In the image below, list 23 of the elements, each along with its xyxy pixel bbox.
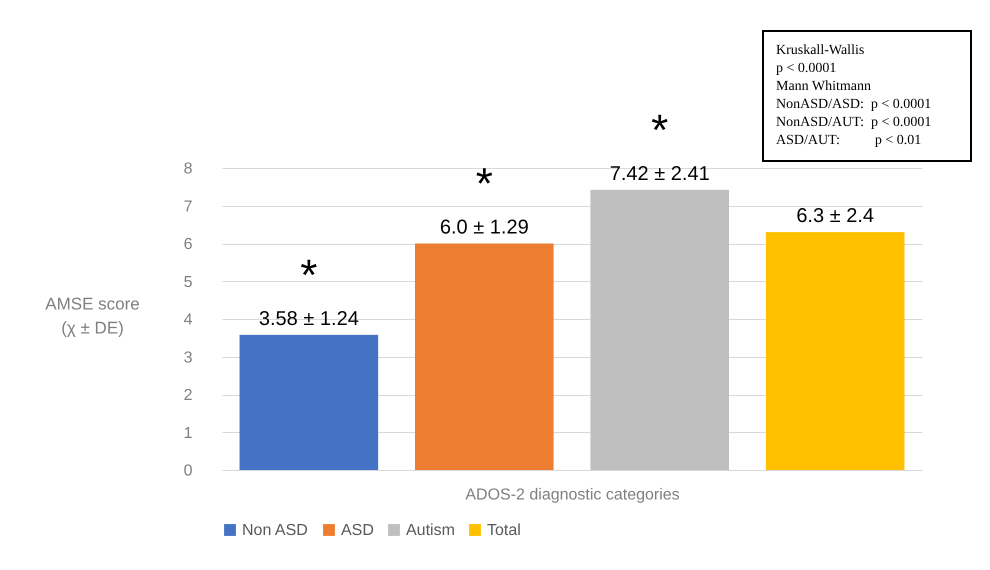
y-tick-label: 0	[184, 462, 193, 480]
annotation: *	[300, 250, 318, 300]
data-label: 6.0 ± 1.29	[440, 216, 529, 238]
data-label: 7.42 ± 2.41	[610, 162, 710, 185]
legend-label: Non ASD	[242, 522, 308, 539]
y-tick-label: 6	[184, 236, 193, 253]
y-tick-label: 7	[184, 198, 193, 216]
text: *	[651, 106, 668, 155]
x-axis-title: ADOS-2 diagnostic categories	[465, 486, 680, 504]
y-tick-label: 4	[184, 312, 193, 328]
y-axis-title: AMSE score (χ ± DE)	[45, 294, 140, 338]
y-tick-label: 2	[184, 387, 193, 404]
legend-label: ASD	[341, 522, 374, 539]
y-tick-label: 3	[184, 349, 193, 366]
data-label: 3.58 ± 1.24	[258, 308, 359, 330]
y-tick-label: 8	[184, 160, 193, 178]
text: Kruskall-Wallis p < 0.0001 Mann Whitmann NonASD/ASD: p < 0.0001 NonASD/AUT: p < 0.0001 ASD/AUT: p < 0.01	[776, 42, 932, 150]
annotation: *	[476, 160, 493, 208]
y-tick-label: 5	[184, 274, 193, 291]
legend-label: Total	[487, 522, 521, 539]
legend-label: Autism	[406, 522, 455, 539]
data-label: 6.3 ± 2.4	[796, 205, 874, 228]
y-tick-label: 1	[184, 424, 193, 442]
